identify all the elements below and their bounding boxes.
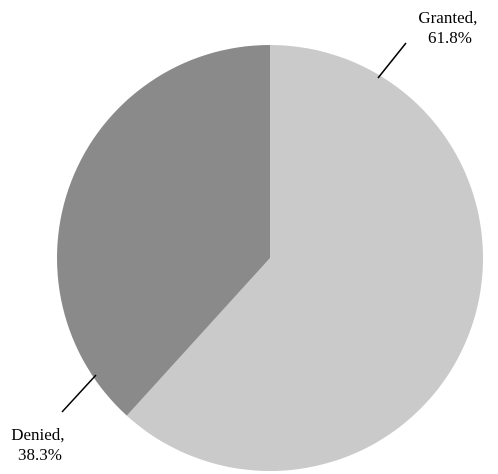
slice-label-denied-name: Denied, [11, 425, 64, 444]
pie-slice-granted [126, 45, 483, 471]
slice-label-denied-value: 38.3% [18, 445, 62, 464]
pie-slice-denied [56, 44, 270, 416]
leader-line-denied [61, 374, 97, 413]
slice-label-denied: Denied, 38.3% [11, 425, 69, 464]
slice-label-granted-value: 61.8% [428, 28, 472, 47]
slice-label-granted-name: Granted, [418, 8, 477, 27]
pie-slices [56, 44, 483, 471]
slice-labels: Granted, 61.8% Denied, 38.3% [11, 8, 481, 464]
leader-line-granted [377, 42, 407, 79]
leader-lines [61, 42, 407, 413]
slice-label-granted: Granted, 61.8% [418, 8, 481, 47]
